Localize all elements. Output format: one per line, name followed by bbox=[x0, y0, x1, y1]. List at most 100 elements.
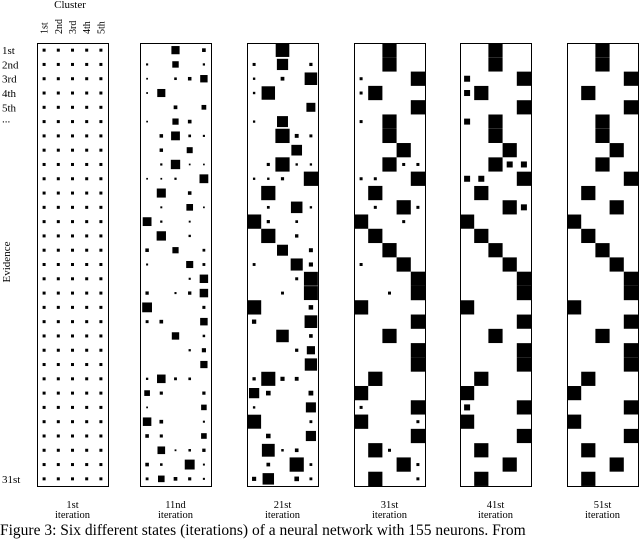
neuron-activation-square bbox=[99, 48, 103, 52]
neuron-activation-square bbox=[146, 92, 148, 94]
neuron-activation-square bbox=[609, 457, 624, 472]
neuron-activation-square bbox=[99, 363, 103, 367]
neuron-activation-square bbox=[71, 291, 74, 295]
neuron-activation-square bbox=[85, 434, 89, 438]
evidence-row-label-last: 31st bbox=[2, 474, 20, 486]
neuron-activation-square bbox=[85, 405, 89, 409]
neuron-activation-square bbox=[160, 163, 163, 166]
neuron-activation-square bbox=[187, 76, 192, 81]
neuron-activation-square bbox=[368, 371, 383, 386]
neuron-activation-square bbox=[200, 317, 208, 326]
neuron-activation-square bbox=[623, 357, 638, 372]
neuron-activation-square bbox=[410, 100, 425, 115]
neuron-activation-square bbox=[252, 263, 256, 266]
neuron-activation-square bbox=[188, 163, 191, 166]
neuron-activation-square bbox=[184, 459, 195, 470]
neuron-activation-square bbox=[71, 263, 74, 266]
neuron-activation-square bbox=[567, 386, 582, 401]
neuron-activation-square bbox=[276, 329, 289, 343]
neuron-activation-square bbox=[85, 248, 89, 252]
neuron-activation-square bbox=[416, 205, 420, 209]
neuron-activation-square bbox=[595, 157, 610, 172]
evidence-row-label: 3rd bbox=[2, 74, 17, 86]
neuron-activation-square bbox=[42, 62, 46, 66]
neuron-activation-square bbox=[188, 291, 192, 295]
neuron-activation-square bbox=[201, 348, 206, 353]
iteration-number-label: 1st bbox=[66, 500, 78, 511]
neuron-activation-square bbox=[85, 162, 89, 166]
neuron-activation-square bbox=[188, 234, 191, 238]
iteration-word-label: iteration bbox=[478, 510, 514, 521]
neuron-activation-square bbox=[99, 248, 103, 252]
neuron-activation-square bbox=[99, 177, 103, 181]
neuron-activation-square bbox=[199, 274, 209, 284]
neuron-activation-square bbox=[416, 463, 420, 467]
neuron-activation-square bbox=[359, 405, 363, 409]
neuron-activation-square bbox=[290, 258, 303, 271]
neuron-activation-square bbox=[252, 91, 256, 95]
neuron-activation-square bbox=[173, 105, 178, 110]
neuron-activation-square bbox=[145, 477, 149, 481]
neuron-activation-square bbox=[85, 363, 89, 367]
neuron-activation-square bbox=[595, 128, 610, 143]
neuron-activation-square bbox=[85, 120, 89, 124]
neuron-activation-square bbox=[157, 446, 166, 455]
neuron-activation-square bbox=[71, 348, 74, 352]
cluster-column-label: 1st bbox=[40, 22, 51, 34]
neuron-activation-square bbox=[581, 471, 596, 486]
neuron-activation-square bbox=[488, 43, 503, 58]
panel-frame bbox=[140, 43, 212, 487]
neuron-activation-square bbox=[71, 148, 74, 152]
neuron-activation-square bbox=[382, 243, 397, 258]
neuron-activation-square bbox=[368, 471, 383, 486]
neuron-activation-square bbox=[157, 88, 166, 98]
neuron-activation-square bbox=[146, 63, 149, 66]
neuron-activation-square bbox=[172, 61, 179, 68]
neuron-activation-square bbox=[85, 62, 89, 66]
neuron-activation-square bbox=[516, 271, 531, 286]
neuron-activation-square bbox=[609, 143, 624, 158]
neuron-activation-square bbox=[309, 163, 313, 166]
neuron-activation-square bbox=[305, 430, 316, 442]
neuron-activation-square bbox=[201, 404, 207, 411]
neuron-activation-square bbox=[200, 360, 208, 369]
neuron-activation-square bbox=[623, 343, 638, 358]
neuron-activation-square bbox=[99, 205, 103, 209]
neuron-activation-square bbox=[309, 62, 313, 67]
neuron-activation-square bbox=[201, 104, 207, 110]
neuron-activation-square bbox=[623, 271, 638, 286]
neuron-activation-square bbox=[581, 228, 596, 244]
neuron-activation-square bbox=[309, 420, 313, 424]
neuron-activation-square bbox=[85, 263, 89, 266]
neuron-activation-square bbox=[56, 377, 60, 381]
neuron-activation-square bbox=[71, 205, 74, 209]
neuron-activation-square bbox=[146, 263, 149, 266]
neuron-activation-square bbox=[261, 371, 276, 386]
neuron-activation-square bbox=[410, 71, 425, 86]
neuron-activation-square bbox=[71, 134, 74, 138]
neuron-activation-square bbox=[99, 377, 103, 381]
neuron-activation-square bbox=[354, 214, 369, 229]
neuron-activation-square bbox=[309, 477, 313, 481]
neuron-activation-square bbox=[174, 177, 177, 180]
neuron-activation-square bbox=[157, 374, 166, 384]
neuron-activation-square bbox=[56, 48, 60, 52]
neuron-activation-square bbox=[520, 161, 527, 168]
neuron-activation-square bbox=[359, 91, 363, 95]
neuron-activation-square bbox=[202, 334, 206, 338]
neuron-activation-square bbox=[567, 300, 582, 315]
neuron-activation-square bbox=[502, 200, 517, 215]
neuron-activation-square bbox=[382, 114, 397, 129]
neuron-activation-square bbox=[158, 475, 165, 483]
neuron-activation-square bbox=[56, 105, 60, 109]
neuron-activation-square bbox=[85, 205, 89, 209]
neuron-activation-square bbox=[85, 220, 89, 224]
neuron-activation-square bbox=[474, 185, 489, 201]
neuron-activation-square bbox=[56, 191, 60, 195]
neuron-activation-square bbox=[488, 128, 503, 143]
neuron-activation-square bbox=[42, 305, 46, 309]
neuron-activation-square bbox=[142, 302, 152, 313]
figure-caption: Figure 3: Six different states (iteratio… bbox=[0, 522, 526, 539]
